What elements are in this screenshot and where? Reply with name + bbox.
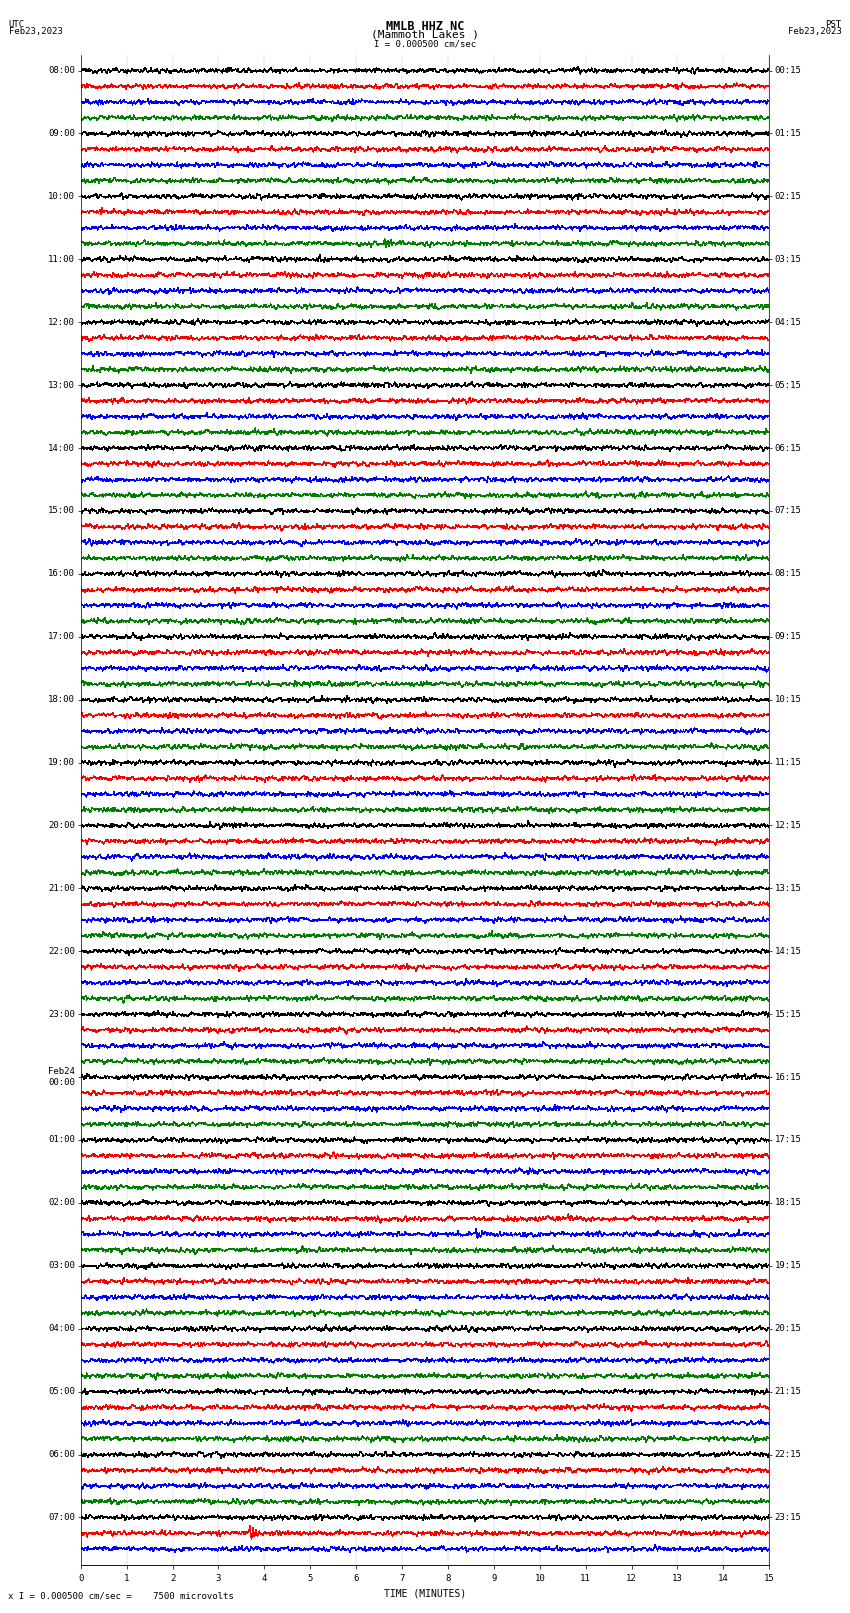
Text: Feb23,2023: Feb23,2023 xyxy=(788,27,842,37)
Text: I = 0.000500 cm/sec: I = 0.000500 cm/sec xyxy=(374,39,476,48)
X-axis label: TIME (MINUTES): TIME (MINUTES) xyxy=(384,1589,466,1598)
Text: (Mammoth Lakes ): (Mammoth Lakes ) xyxy=(371,31,479,40)
Text: MMLB HHZ NC: MMLB HHZ NC xyxy=(386,19,464,34)
Text: x I = 0.000500 cm/sec =    7500 microvolts: x I = 0.000500 cm/sec = 7500 microvolts xyxy=(8,1590,235,1600)
Text: PST: PST xyxy=(825,19,842,29)
Text: UTC: UTC xyxy=(8,19,25,29)
Text: Feb23,2023: Feb23,2023 xyxy=(8,27,62,37)
